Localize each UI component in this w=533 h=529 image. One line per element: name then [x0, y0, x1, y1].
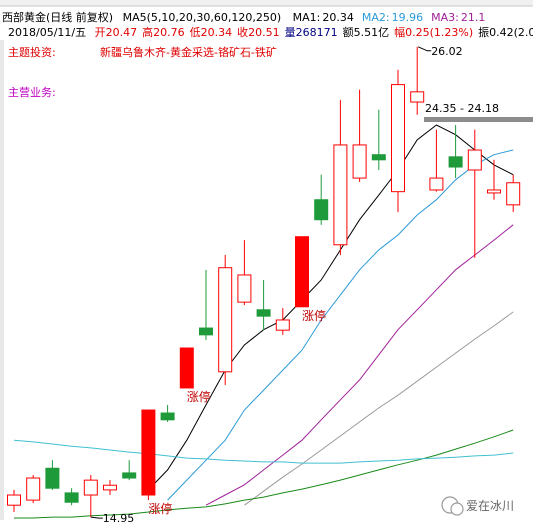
- candle-body: [26, 477, 41, 501]
- quote-value: 20.51: [248, 26, 280, 39]
- candle-body: [333, 144, 348, 246]
- candle-body: [429, 177, 444, 191]
- toolbar-strip: [0, 0, 533, 6]
- candle-body: [448, 156, 463, 168]
- quote-value: 5.51亿: [354, 26, 390, 39]
- ma-legend-name: MA1:: [293, 11, 321, 24]
- candle-body: [275, 319, 290, 331]
- ma-legend-value: 19.96: [392, 11, 424, 24]
- candle-body: [199, 327, 213, 336]
- candle-body: [103, 484, 117, 491]
- candle-body: [179, 347, 194, 389]
- candle-body: [371, 154, 386, 161]
- quote-value: 0.25(1.23%): [405, 26, 473, 39]
- candle-body: [122, 472, 137, 479]
- candle-body: [218, 267, 233, 373]
- min-pointer: [90, 516, 103, 519]
- quote-value: 20.47: [106, 26, 138, 39]
- max-label: 26.02: [431, 45, 463, 58]
- theme-label: 主题投资:: [8, 45, 56, 59]
- candle-body: [295, 236, 309, 308]
- limit-up-label: 涨停: [187, 389, 211, 404]
- candle-body: [314, 199, 329, 221]
- quote-label: 低: [190, 26, 201, 39]
- quote-label: 额: [343, 26, 354, 39]
- candle-body: [467, 149, 482, 171]
- range-label: 24.35 - 24.18: [425, 102, 499, 115]
- ma-legend-name: MA2:: [362, 11, 390, 24]
- quote-value: 0.42(2.07%: [489, 26, 533, 39]
- ma-legend-name: MA3:: [431, 11, 459, 24]
- ma-legend-value: 21.1: [461, 11, 486, 24]
- ma-line: [14, 429, 514, 519]
- candle-body: [256, 309, 271, 317]
- quote-date: 2018/05/11/五: [8, 26, 86, 39]
- candle-body: [45, 467, 60, 489]
- theme: 新疆乌鲁木齐-黄金采选-铬矿石-铁矿: [100, 45, 277, 59]
- range-bar: [424, 117, 533, 122]
- watermark-icon: [450, 502, 464, 516]
- quote-line: 2018/05/11/五 开20.47 高20.76 低20.34 收20.51 量26…: [8, 25, 533, 39]
- candle-body: [83, 479, 98, 496]
- ma-line: [205, 224, 514, 506]
- min-label: 14.95: [103, 512, 135, 525]
- quote-value: 20.34: [201, 26, 233, 39]
- watermark-text: 爱在冰川: [466, 499, 514, 513]
- side-strip: [0, 40, 4, 520]
- candle-body: [7, 494, 21, 506]
- limit-up-label: 涨停: [148, 501, 172, 516]
- header-line: 西部黄金(日线 前复权) MA5(5,10,20,30,60,120,250) …: [2, 10, 485, 24]
- ma-line: [148, 124, 514, 491]
- candle-body: [487, 189, 501, 194]
- ma-line: [244, 311, 514, 506]
- quote-label: 开: [95, 26, 106, 39]
- quote-value: 268171: [296, 26, 338, 39]
- limit-up-label: 涨停: [302, 308, 326, 323]
- candle-body: [141, 409, 156, 496]
- ma-line: [167, 149, 514, 501]
- quote-label: 收: [237, 25, 248, 39]
- candles: [7, 46, 521, 518]
- ma-lines: [13, 124, 514, 519]
- candle-body: [160, 412, 175, 421]
- candle-body: [64, 492, 79, 503]
- quote-label: 振: [478, 25, 489, 39]
- quote-label: 量: [285, 26, 296, 39]
- quote-value: 20.76: [153, 26, 185, 39]
- quote-label: 高: [142, 25, 153, 39]
- indicator: MA5(5,10,20,30,60,120,250): [123, 11, 282, 24]
- watermark: 爱在冰川: [441, 496, 514, 516]
- ma-legend-value: 20.34: [322, 11, 354, 24]
- candle-body: [410, 91, 425, 103]
- ma-line: [13, 439, 514, 464]
- quote-label: 幅: [394, 26, 405, 39]
- max-pointer: [417, 46, 432, 52]
- candle-body: [237, 274, 252, 303]
- candle-body: [506, 182, 521, 206]
- stock-title: 西部黄金(日线 前复权): [2, 10, 113, 24]
- candle-body: [352, 144, 367, 179]
- candle-body: [391, 84, 405, 193]
- business-label: 主营业务:: [8, 85, 56, 99]
